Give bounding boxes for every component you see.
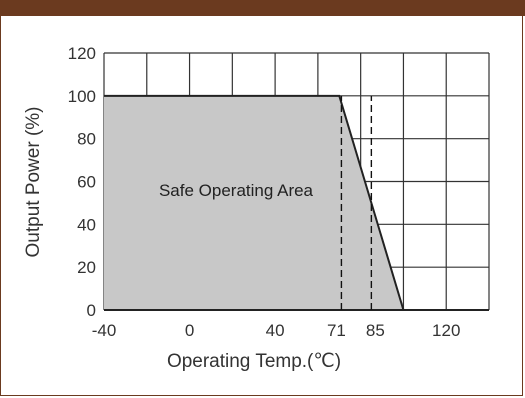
- x-tick-label: 120: [432, 321, 460, 340]
- y-tick-label: 100: [68, 87, 96, 106]
- y-tick-label: 120: [68, 44, 96, 63]
- x-tick-label: 0: [185, 321, 194, 340]
- area-layer: [104, 96, 489, 310]
- y-axis-label: Output Power (%): [23, 107, 44, 258]
- y-tick-label: 0: [87, 301, 96, 320]
- x-tick-label: 40: [266, 321, 285, 340]
- x-tick-label: -40: [92, 321, 117, 340]
- x-axis-label: Operating Temp.(℃): [167, 351, 341, 372]
- x-tick-label: 85: [366, 321, 385, 340]
- y-tick-label: 20: [77, 258, 96, 277]
- x-tick-label: 71: [327, 321, 346, 340]
- y-tick-label: 80: [77, 130, 96, 149]
- safe-area-fill: [104, 96, 403, 310]
- y-tick-label: 60: [77, 173, 96, 192]
- annotation-safe-operating-area: Safe Operating Area: [159, 181, 314, 200]
- y-tick-label: 40: [77, 215, 96, 234]
